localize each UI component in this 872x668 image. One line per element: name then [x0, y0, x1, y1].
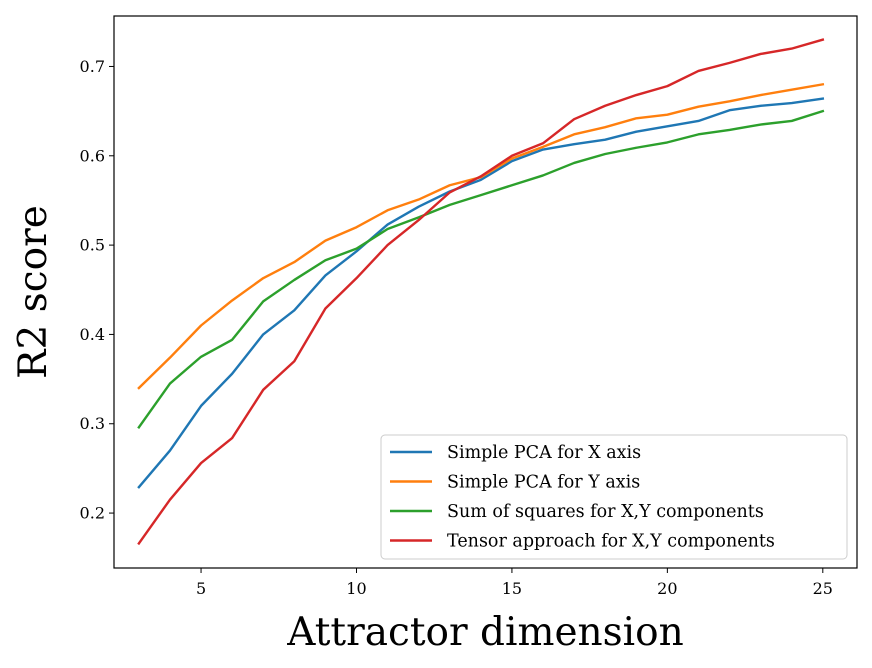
series-lines — [137, 38, 825, 546]
x-tick-label: 5 — [196, 579, 206, 598]
x-tick-label: 20 — [657, 579, 677, 598]
x-axis-ticks: 5 10 15 20 25 — [196, 568, 833, 598]
y-tick-label: 0.6 — [80, 146, 105, 165]
y-tick-label: 0.5 — [80, 236, 105, 255]
y-tick-label: 0.4 — [80, 325, 105, 344]
y-axis-ticks: 0.2 0.3 0.4 0.5 0.6 0.7 — [80, 57, 114, 523]
x-tick-label: 10 — [346, 579, 366, 598]
plot-frame — [113, 15, 858, 569]
y-tick-label: 0.2 — [80, 504, 105, 523]
legend-label: Sum of squares for X,Y components — [447, 502, 764, 522]
legend-label: Simple PCA for Y axis — [447, 473, 640, 493]
x-axis-label: Attractor dimension — [286, 610, 683, 655]
y-tick-label: 0.7 — [80, 57, 105, 76]
legend-label: Tensor approach for X,Y components — [447, 532, 775, 552]
y-axis-label: R2 score — [11, 205, 56, 379]
series-line-3 — [137, 109, 825, 429]
x-tick-label: 15 — [502, 579, 522, 598]
series-line-4 — [137, 38, 825, 546]
legend: Simple PCA for X axis Simple PCA for Y ax… — [380, 434, 848, 560]
x-tick-label: 25 — [813, 579, 833, 598]
y-tick-label: 0.3 — [80, 414, 105, 433]
legend-box — [380, 434, 848, 560]
legend-label: Simple PCA for X axis — [447, 443, 641, 463]
series-line-1 — [137, 97, 825, 489]
